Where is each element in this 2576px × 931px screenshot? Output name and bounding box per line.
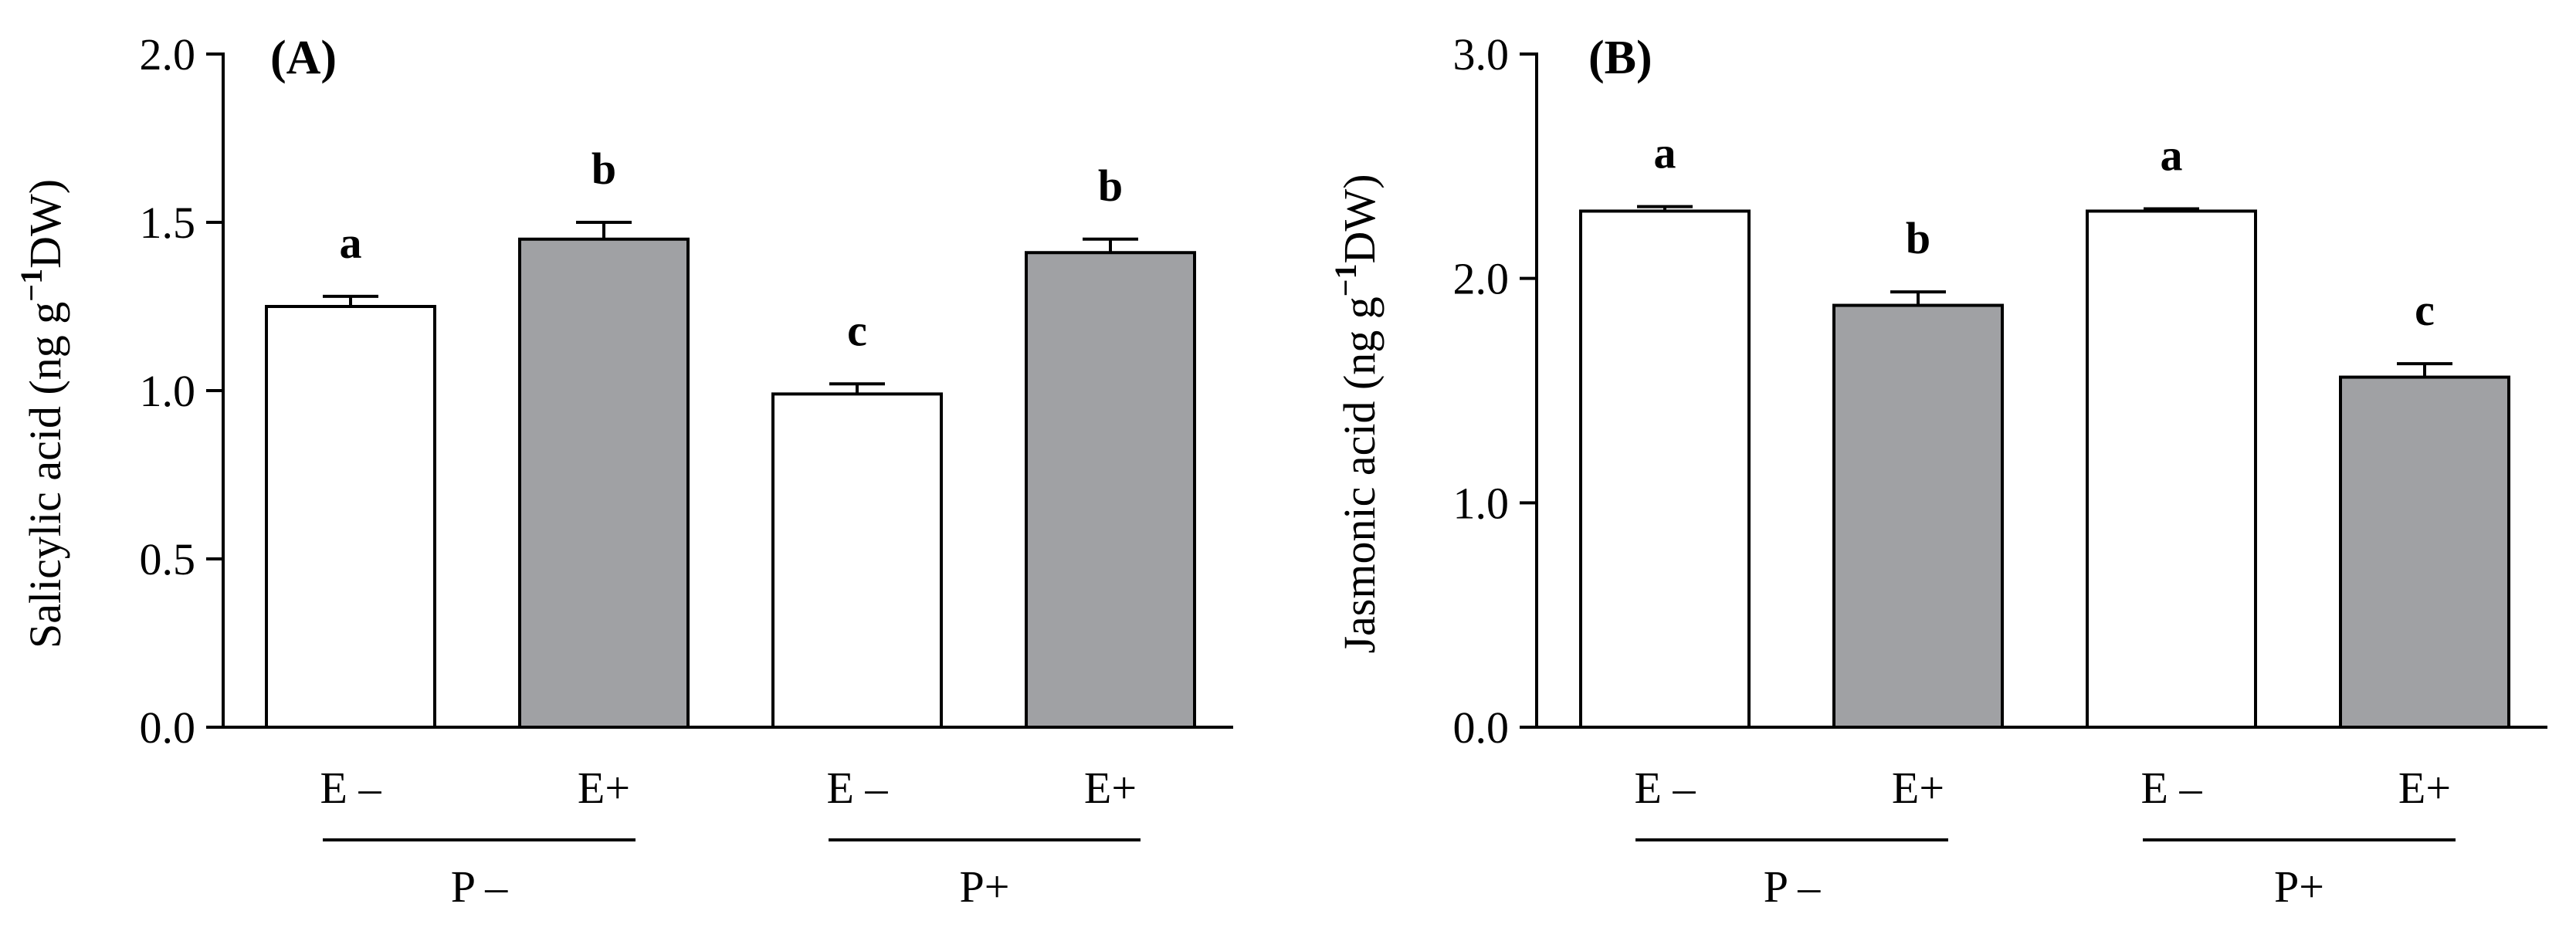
y-axis-title: Salicylic acid (ng g−1DW) [14, 179, 70, 648]
y-tick-label: 1.0 [140, 366, 196, 416]
bar [2086, 209, 2257, 729]
significance-label: a [2161, 130, 2183, 181]
significance-label: c [2415, 285, 2435, 335]
significance-label: b [591, 144, 616, 194]
x-category-label: E+ [578, 763, 630, 813]
significance-label: a [340, 218, 362, 268]
group-label: P – [1764, 862, 1822, 912]
significance-label: b [1098, 161, 1123, 211]
significance-label: a [1654, 128, 1676, 178]
panel-label: (B) [1588, 32, 1652, 84]
x-category-label: E – [827, 763, 889, 813]
bar [265, 305, 436, 729]
chart-panel-a: 0.0 0.5 1.0 1.5 2.0 Salicylic acid (ng g−1DW)… [14, 29, 1233, 912]
bar [518, 237, 690, 729]
y-tick-label: 2.0 [1453, 254, 1510, 304]
bar [1025, 251, 1196, 729]
y-tick-label: 1.0 [1453, 478, 1510, 528]
x-category-label: E+ [2398, 763, 2451, 813]
bar [771, 392, 943, 729]
group-label: P+ [2274, 862, 2324, 912]
y-tick-label: 0.0 [140, 702, 196, 753]
y-tick-label: 0.5 [140, 534, 196, 584]
bar [2339, 375, 2510, 729]
y-tick-label: 2.0 [140, 29, 196, 80]
significance-label: b [1906, 213, 1930, 263]
bar [1579, 209, 1751, 729]
panel-label: (A) [270, 32, 337, 84]
y-tick-label: 0.0 [1453, 702, 1510, 753]
x-category-label: E – [320, 763, 382, 813]
group-label: P – [451, 862, 509, 912]
y-tick-label: 3.0 [1453, 29, 1510, 80]
y-axis-title: Jasmonic acid (ng g−1DW) [1328, 174, 1385, 653]
x-category-label: E+ [1892, 763, 1944, 813]
x-category-label: E – [2141, 763, 2203, 813]
x-category-label: E+ [1084, 763, 1137, 813]
bar [1832, 303, 2004, 729]
group-label: P+ [960, 862, 1010, 912]
x-category-label: E – [1635, 763, 1696, 813]
y-tick-label: 1.5 [140, 198, 196, 248]
significance-label: c [847, 305, 867, 355]
